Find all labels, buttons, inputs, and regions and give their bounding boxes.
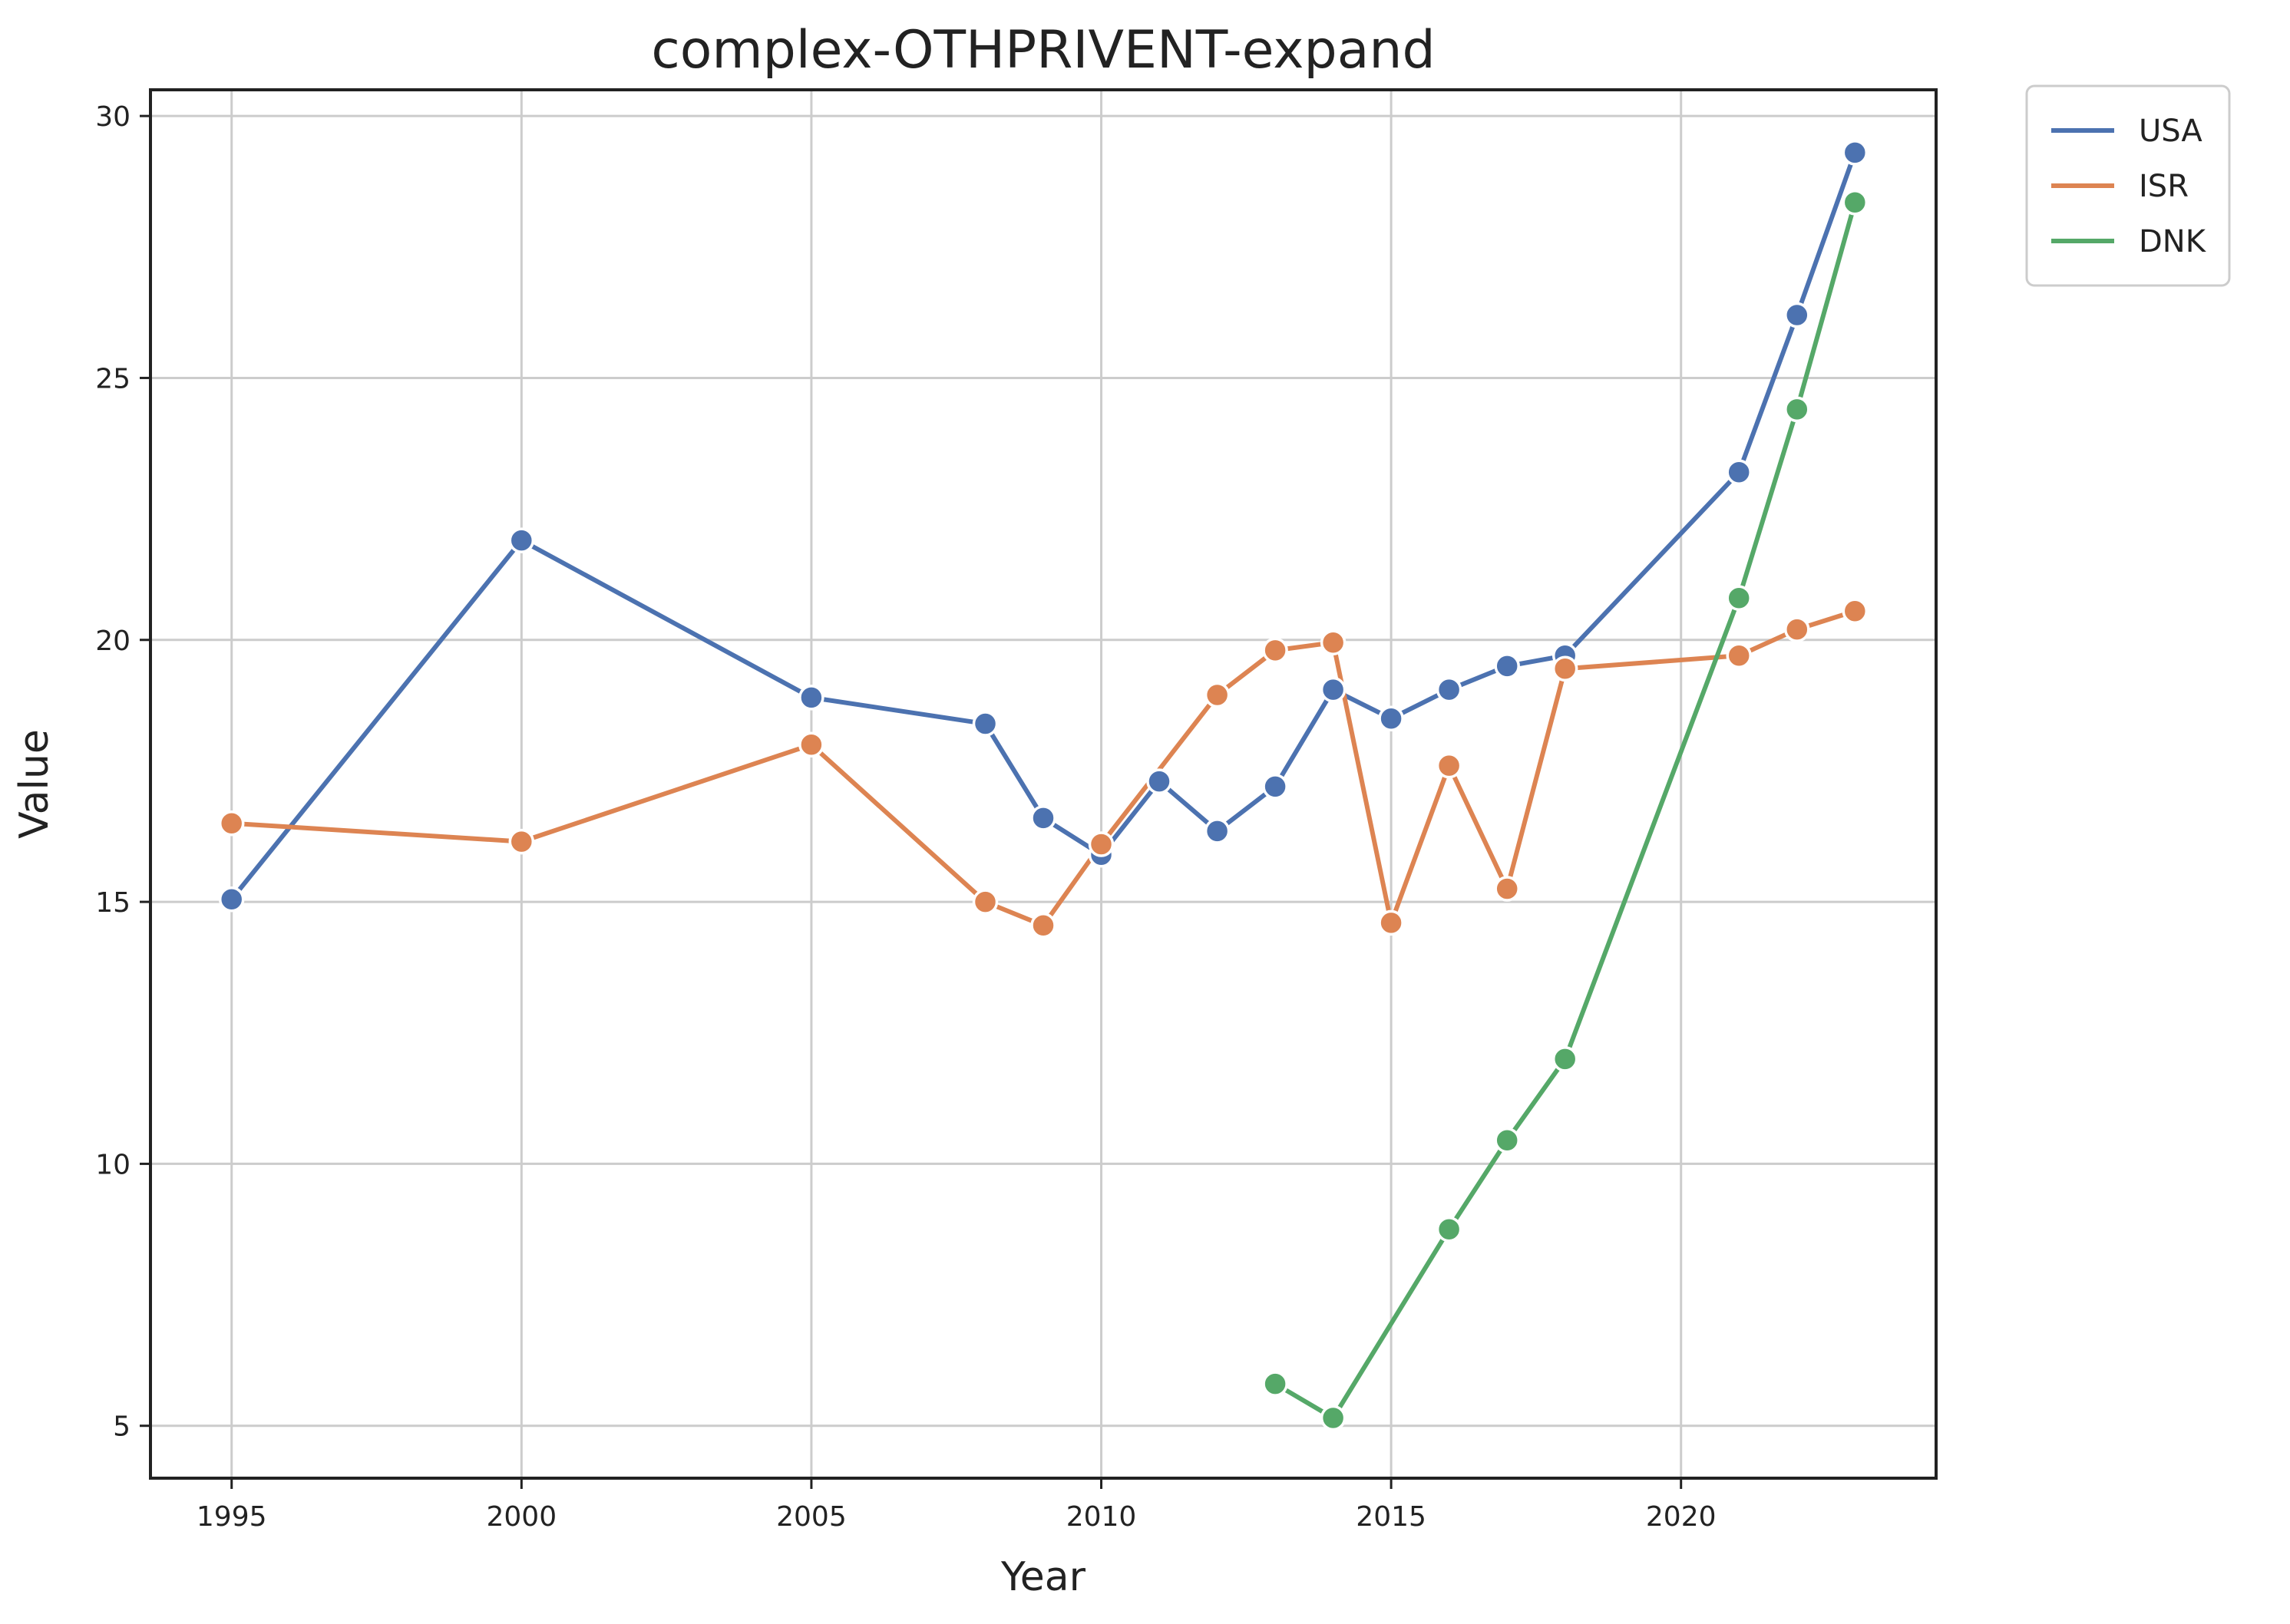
data-point-usa [1436,676,1462,703]
data-point-usa [1726,459,1752,486]
data-point-isr [1726,642,1752,669]
data-point-usa [1320,676,1347,703]
legend-items: USA ISR DNK [2051,114,2207,259]
grid [150,90,1936,1478]
data-point-isr [218,810,245,837]
data-point-isr [1088,831,1115,857]
data-point-isr [1378,909,1404,936]
legend-label-usa: USA [2139,114,2202,149]
y-tick-label: 5 [113,1411,131,1443]
y-axis-ticks: 5 10 15 20 25 30 [95,101,150,1443]
data-point-usa [218,886,245,913]
series-line-dnk [1273,200,1858,1421]
y-tick-label: 25 [95,363,131,394]
x-tick-label: 2005 [776,1501,847,1533]
data-point-isr [1204,682,1231,708]
y-axis-label: Value [12,729,58,839]
legend-label-dnk: DNK [2139,224,2207,259]
data-point-usa [1378,705,1404,731]
series-points [218,140,1869,1431]
data-point-isr [1842,598,1869,624]
x-axis-ticks: 1995 2000 2005 2010 2015 2020 [197,1478,1717,1533]
data-point-isr [1494,876,1520,902]
x-tick-label: 2020 [1646,1501,1717,1533]
data-point-isr [1551,655,1578,682]
x-axis-label: Year [1000,1554,1086,1600]
legend: USA ISR DNK [2025,84,2231,287]
data-point-usa [1262,774,1288,800]
data-point-usa [972,711,999,737]
series-line-usa [229,150,1858,902]
data-point-usa [1146,768,1172,794]
data-point-isr [798,731,824,758]
y-tick-label: 15 [95,887,131,919]
data-point-usa [1204,818,1231,844]
y-tick-label: 10 [95,1149,131,1180]
series-line-isr [229,609,1858,928]
data-point-usa [1494,653,1520,679]
plot-area-frame [149,88,1938,1480]
data-point-dnk [1436,1216,1462,1243]
data-point-isr [972,889,999,915]
data-point-dnk [1842,190,1869,216]
x-tick-label: 2010 [1066,1501,1137,1533]
data-point-usa [1784,302,1810,328]
data-point-dnk [1320,1404,1347,1431]
data-point-usa [1842,140,1869,166]
legend-label-isr: ISR [2139,169,2189,204]
data-point-isr [1436,752,1462,779]
series-lines [229,150,1858,1421]
data-point-isr [1262,637,1288,664]
data-point-dnk [1494,1127,1520,1154]
x-tick-label: 1995 [197,1501,267,1533]
y-tick-label: 30 [95,101,131,133]
chart-title: complex-OTHPRIVENT-expand [651,20,1435,81]
data-point-usa [508,527,535,553]
data-point-isr [1784,616,1810,642]
x-tick-label: 2015 [1356,1501,1426,1533]
data-point-isr [1030,913,1056,939]
data-point-dnk [1726,585,1752,611]
y-tick-label: 20 [95,626,131,657]
data-point-dnk [1784,396,1810,423]
x-tick-label: 2000 [487,1501,557,1533]
data-point-isr [1320,629,1347,655]
data-point-dnk [1551,1046,1578,1072]
data-point-usa [798,685,824,711]
legend-box [2025,84,2231,287]
data-point-isr [508,828,535,855]
data-point-usa [1030,805,1056,831]
data-point-dnk [1262,1371,1288,1397]
